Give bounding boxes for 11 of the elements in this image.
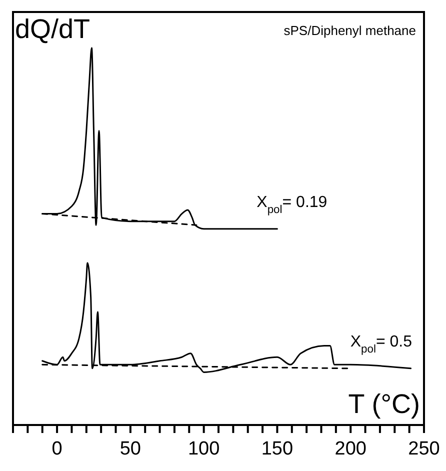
x-tick-label: 200 xyxy=(334,438,366,460)
text: sPS/Diphenyl methane xyxy=(284,23,416,38)
x-tick-label: 0 xyxy=(52,438,62,460)
x-axis-title: T (°C) xyxy=(348,389,420,419)
x-tick-label: 100 xyxy=(188,438,220,460)
x-tick-label: 50 xyxy=(120,438,141,460)
series-label: X$_{pol}$= 0.19 xyxy=(256,194,328,216)
x-tick-label: 250 xyxy=(408,438,440,460)
series-label: X$_{pol}$= 0.5 xyxy=(350,333,412,356)
y-axis-title: dQ/dT xyxy=(15,14,90,44)
x-tick-label: 150 xyxy=(261,438,294,460)
